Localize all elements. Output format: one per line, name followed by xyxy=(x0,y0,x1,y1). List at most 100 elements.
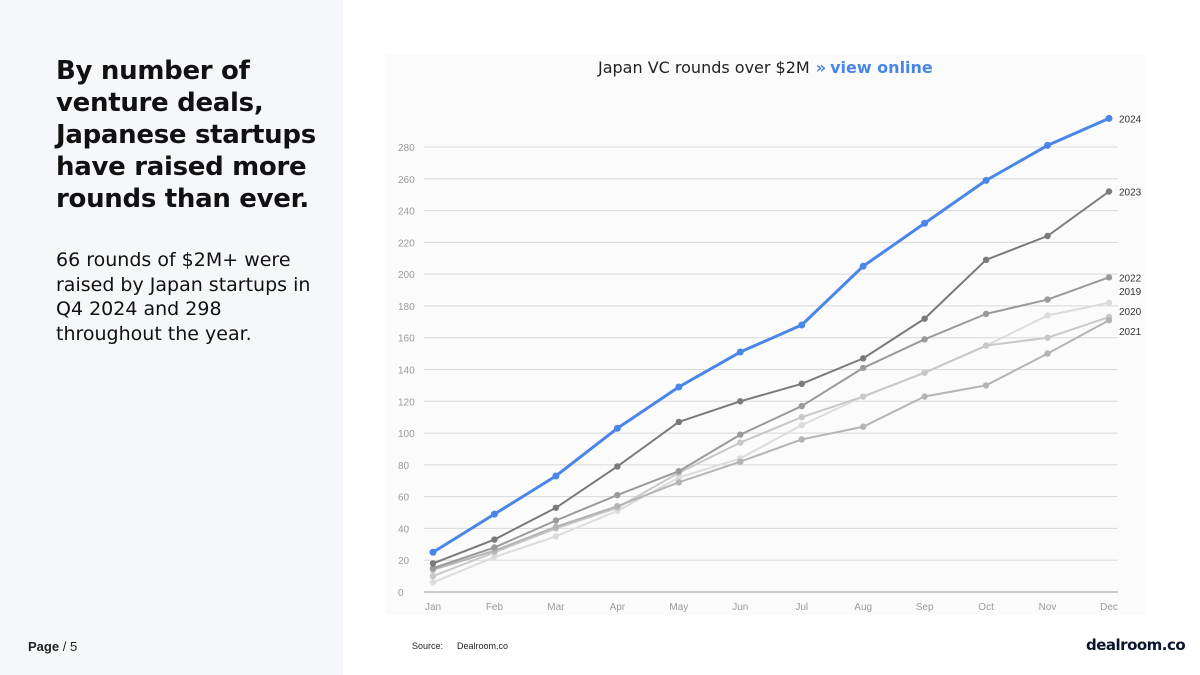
y-tick-label: 280 xyxy=(398,143,415,154)
y-tick-label: 100 xyxy=(398,429,415,440)
x-tick-label: Feb xyxy=(486,602,504,613)
page-label: Page xyxy=(28,639,60,654)
data-point-2020 xyxy=(859,393,867,400)
y-tick-label: 200 xyxy=(398,270,415,281)
source-value: Dealroom.co xyxy=(457,641,509,651)
source-note: Source: Dealroom.co xyxy=(412,641,508,651)
data-point-2024 xyxy=(552,472,560,480)
series-line-2024 xyxy=(432,117,1110,554)
y-tick-label: 140 xyxy=(398,366,415,377)
data-point-2020 xyxy=(1044,334,1051,341)
data-point-2019 xyxy=(429,579,437,586)
data-point-2024 xyxy=(982,176,990,184)
data-point-2023 xyxy=(614,463,621,470)
data-point-2021 xyxy=(552,523,560,531)
data-point-2022 xyxy=(859,364,867,372)
data-point-2019 xyxy=(552,533,560,540)
data-point-2019 xyxy=(798,421,805,429)
page-separator: / xyxy=(62,639,67,654)
data-point-2024 xyxy=(798,321,806,329)
view-online-link[interactable]: view online xyxy=(830,58,933,77)
data-point-2021 xyxy=(798,436,805,443)
series-label-2024: 2024 xyxy=(1119,114,1142,125)
data-point-2022 xyxy=(1044,296,1051,303)
data-point-2024 xyxy=(429,548,437,556)
data-point-2023 xyxy=(859,355,867,362)
x-tick-label: Dec xyxy=(1100,602,1118,613)
x-tick-label: Aug xyxy=(854,602,872,613)
series-line-2023 xyxy=(432,190,1110,565)
y-tick-label: 60 xyxy=(398,493,410,504)
data-point-2023 xyxy=(737,398,744,405)
data-point-2022 xyxy=(1105,274,1113,281)
data-point-2021 xyxy=(614,502,621,510)
data-point-2020 xyxy=(921,369,928,376)
data-point-2022 xyxy=(798,402,805,410)
data-point-2024 xyxy=(613,424,621,432)
series-label-2021: 2021 xyxy=(1119,327,1142,338)
x-tick-label: Oct xyxy=(978,602,994,613)
page-indicator: Page / 5 xyxy=(28,639,77,654)
y-tick-label: 40 xyxy=(398,524,410,535)
x-tick-label: Jun xyxy=(732,602,748,613)
data-point-2019 xyxy=(675,474,683,481)
data-point-2024 xyxy=(490,510,498,518)
series-line-2020 xyxy=(432,316,1110,578)
data-point-2023 xyxy=(982,256,990,264)
data-point-2022 xyxy=(491,544,498,551)
x-tick-label: Mar xyxy=(547,602,565,613)
data-point-2022 xyxy=(675,468,683,475)
x-tick-label: Jan xyxy=(425,602,441,613)
data-point-2024 xyxy=(675,383,683,391)
data-point-2023 xyxy=(921,315,928,322)
y-tick-label: 0 xyxy=(398,588,404,599)
x-tick-label: May xyxy=(669,602,688,613)
data-point-2023 xyxy=(552,504,560,511)
series-label-2022: 2022 xyxy=(1119,273,1142,284)
y-tick-label: 80 xyxy=(398,461,410,472)
data-point-2019 xyxy=(1105,299,1113,306)
left-panel: By number of venture deals, Japanese sta… xyxy=(0,0,343,675)
data-point-2020 xyxy=(798,413,805,421)
y-tick-label: 260 xyxy=(398,175,415,186)
source-label: Source: xyxy=(412,641,444,651)
y-tick-label: 120 xyxy=(398,397,415,408)
data-point-2019 xyxy=(491,553,498,561)
x-tick-label: Jul xyxy=(795,602,808,613)
dealroom-logo: dealroom.co xyxy=(1086,636,1186,654)
data-point-2021 xyxy=(859,423,867,430)
chart-panel xyxy=(385,55,1145,615)
series-line-2022 xyxy=(432,276,1110,570)
data-point-2024 xyxy=(859,262,867,270)
data-point-2022 xyxy=(429,564,437,572)
series-label-2019: 2019 xyxy=(1119,287,1142,298)
data-point-2022 xyxy=(921,336,928,343)
data-point-2023 xyxy=(1105,188,1113,195)
data-point-2024 xyxy=(736,348,744,356)
x-tick-label: Nov xyxy=(1039,602,1057,613)
page-number: 5 xyxy=(69,639,78,654)
series-line-2019 xyxy=(432,301,1110,584)
y-tick-label: 220 xyxy=(398,238,415,249)
chart-title-text: Japan VC rounds over $2M xyxy=(598,58,810,77)
data-point-2021 xyxy=(675,479,683,486)
data-point-2023 xyxy=(1044,232,1051,240)
y-tick-label: 180 xyxy=(398,302,415,313)
data-point-2022 xyxy=(982,310,990,318)
data-point-2021 xyxy=(1105,317,1113,324)
series-line-2021 xyxy=(432,319,1110,571)
data-point-2024 xyxy=(1044,141,1052,149)
data-point-2024 xyxy=(921,219,929,227)
headline: By number of venture deals, Japanese sta… xyxy=(56,56,316,214)
data-point-2023 xyxy=(491,536,498,543)
summary-text: 66 rounds of $2M+ were raised by Japan s… xyxy=(56,249,311,345)
series-label-2023: 2023 xyxy=(1119,188,1142,199)
y-tick-label: 20 xyxy=(398,556,410,567)
data-point-2021 xyxy=(921,393,928,400)
data-point-2019 xyxy=(1044,312,1051,319)
data-point-2021 xyxy=(982,382,990,389)
data-point-2020 xyxy=(737,439,744,446)
x-tick-label: Sep xyxy=(916,602,934,613)
chart-title: Japan VC rounds over $2M » view online xyxy=(598,58,933,77)
